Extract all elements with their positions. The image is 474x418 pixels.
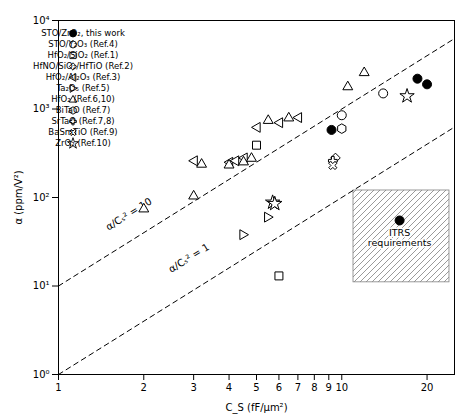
svg-text:SrTaO (Ref.7,8): SrTaO (Ref.7,8)	[51, 116, 114, 126]
svg-text:BaSmTiO (Ref.9): BaSmTiO (Ref.9)	[48, 127, 117, 137]
svg-text:9: 9	[326, 382, 332, 393]
svg-text:10⁴: 10⁴	[33, 15, 50, 26]
svg-text:6: 6	[276, 382, 282, 393]
svg-text:HfNO/SiO₂/HfTiO (Ref.2): HfNO/SiO₂/HfTiO (Ref.2)	[33, 61, 133, 71]
svg-text:1: 1	[55, 382, 61, 393]
svg-text:STO/Y₂O₃ (Ref.4): STO/Y₂O₃ (Ref.4)	[48, 39, 117, 49]
svg-text:Ta₂O₅ (Ref.5): Ta₂O₅ (Ref.5)	[55, 83, 109, 93]
svg-text:α/Cₛ² = 10: α/Cₛ² = 10	[104, 196, 154, 233]
svg-text:ZrO₂ (Ref.10): ZrO₂ (Ref.10)	[55, 138, 110, 148]
svg-text:10¹: 10¹	[33, 280, 50, 291]
svg-text:10: 10	[335, 382, 348, 393]
svg-text:4: 4	[226, 382, 232, 393]
svg-text:2: 2	[141, 382, 147, 393]
svg-text:10²: 10²	[33, 192, 50, 203]
svg-text:BiTaO (Ref.7): BiTaO (Ref.7)	[56, 105, 110, 115]
svg-text:α (ppm/V²): α (ppm/V²)	[13, 170, 24, 224]
svg-text:HfO₂/Al₂O₃ (Ref.3): HfO₂/Al₂O₃ (Ref.3)	[46, 72, 121, 82]
svg-text:HfO₂/SiO₂ (Ref.1): HfO₂/SiO₂ (Ref.1)	[48, 50, 119, 60]
svg-text:5: 5	[253, 382, 259, 393]
svg-text:8: 8	[311, 382, 317, 393]
svg-text:10³: 10³	[33, 103, 50, 114]
svg-text:ITRSrequirements: ITRSrequirements	[368, 227, 432, 248]
svg-text:10⁰: 10⁰	[33, 369, 50, 380]
svg-text:C_S (fF/μm²): C_S (fF/μm²)	[225, 402, 287, 414]
svg-text:3: 3	[190, 382, 196, 393]
svg-text:20: 20	[421, 382, 434, 393]
svg-text:STO/ZrO₂, this work: STO/ZrO₂, this work	[41, 28, 125, 38]
svg-text:α/Cₛ² = 1: α/Cₛ² = 1	[166, 241, 211, 275]
svg-text:7: 7	[295, 382, 301, 393]
svg-text:HfO₂ (Ref.6,10): HfO₂ (Ref.6,10)	[51, 94, 115, 104]
